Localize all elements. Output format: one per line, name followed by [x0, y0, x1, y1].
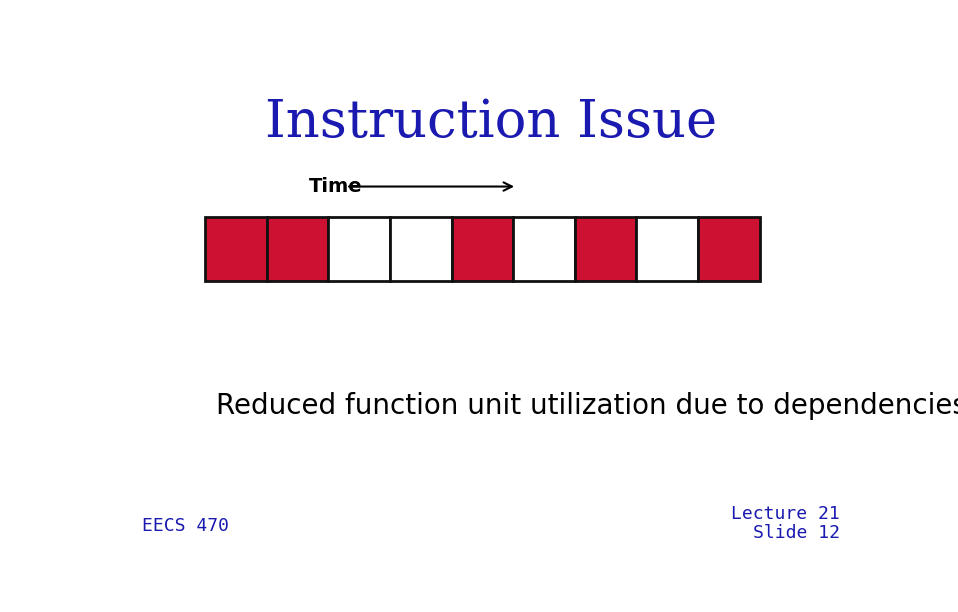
Bar [329, 217, 390, 281]
Text: Time: Time [309, 177, 363, 196]
Text: Reduced function unit utilization due to dependencies: Reduced function unit utilization due to… [217, 392, 958, 420]
Text: Lecture 21: Lecture 21 [731, 505, 840, 523]
Bar [451, 217, 513, 281]
Text: EECS 470: EECS 470 [142, 517, 229, 535]
Bar [205, 217, 266, 281]
Bar [513, 217, 575, 281]
Bar [266, 217, 329, 281]
Bar [575, 217, 636, 281]
Text: Slide 12: Slide 12 [753, 524, 840, 542]
Text: Instruction Issue: Instruction Issue [264, 97, 718, 149]
Bar [698, 217, 760, 281]
Bar [390, 217, 451, 281]
Bar [636, 217, 698, 281]
